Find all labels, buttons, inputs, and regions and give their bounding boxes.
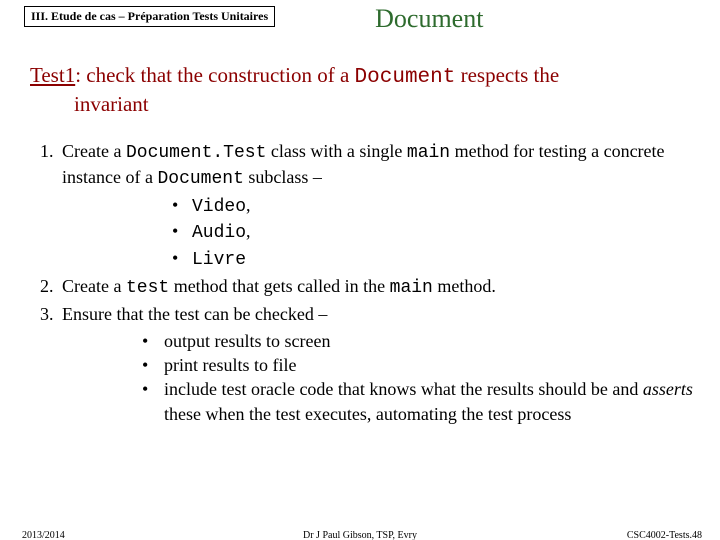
test-text-1a: : check that the construction of a [75,63,354,87]
step-2: Create a test method that gets called in… [58,274,696,300]
s3-sub-2-text: print results to file [164,355,296,375]
s1-b: class with a single [266,141,406,161]
steps-list: Create a Document.Test class with a sing… [58,139,696,426]
s3-sub-3-em: asserts [643,379,693,399]
s3-sub-2: print results to file [142,353,696,377]
s3-sub-3a: include test oracle code that knows what… [164,379,643,399]
s3-sub-3: include test oracle code that knows what… [142,377,696,426]
s1-mono1: Document.Test [126,143,266,163]
s2-b: method that gets called in the [169,276,389,296]
s2-a: Create a [62,276,126,296]
s1-sub-1: Video, [172,193,696,219]
footer-right: CSC4002-Tests.48 [627,530,702,540]
header-row: III. Etude de cas – Préparation Tests Un… [24,6,696,34]
s2-c: method. [433,276,496,296]
footer-center: Dr J Paul Gibson, TSP, Evry [0,530,720,540]
s1-d: subclass – [244,167,322,187]
s1-a: Create a [62,141,126,161]
s1-sub-2: Audio, [172,219,696,245]
step-3-sublist: output results to screen print results t… [142,329,696,426]
s3-a: Ensure that the test can be checked – [62,304,327,324]
s2-mono2: main [390,278,433,298]
s1-sub-1-tail: , [246,195,251,215]
s1-sub-2-mono: Audio [192,223,246,243]
s1-sub-3: Livre [172,246,696,272]
slide: III. Etude de cas – Préparation Tests Un… [0,0,720,540]
test-text-line2: invariant [74,91,696,118]
section-tag: III. Etude de cas – Préparation Tests Un… [24,6,275,27]
step-3: Ensure that the test can be checked – ou… [58,302,696,425]
test-text-1b: respects the [455,63,559,87]
s2-mono1: test [126,278,169,298]
page-title: Document [375,4,483,34]
test-label: Test1 [30,63,75,87]
s1-sub-3-mono: Livre [192,250,246,270]
s1-mono3: Document [157,169,243,189]
s1-sub-1-mono: Video [192,197,246,217]
step-1-sublist: Video, Audio, Livre [172,193,696,272]
test-mono: Document [355,66,456,89]
test-heading: Test1: check that the construction of a … [30,62,696,119]
s3-sub-1: output results to screen [142,329,696,353]
s1-mono2: main [407,143,450,163]
s1-sub-2-tail: , [246,221,251,241]
s3-sub-1-text: output results to screen [164,331,330,351]
step-1: Create a Document.Test class with a sing… [58,139,696,272]
s3-sub-3b: these when the test executes, automating… [164,404,571,424]
